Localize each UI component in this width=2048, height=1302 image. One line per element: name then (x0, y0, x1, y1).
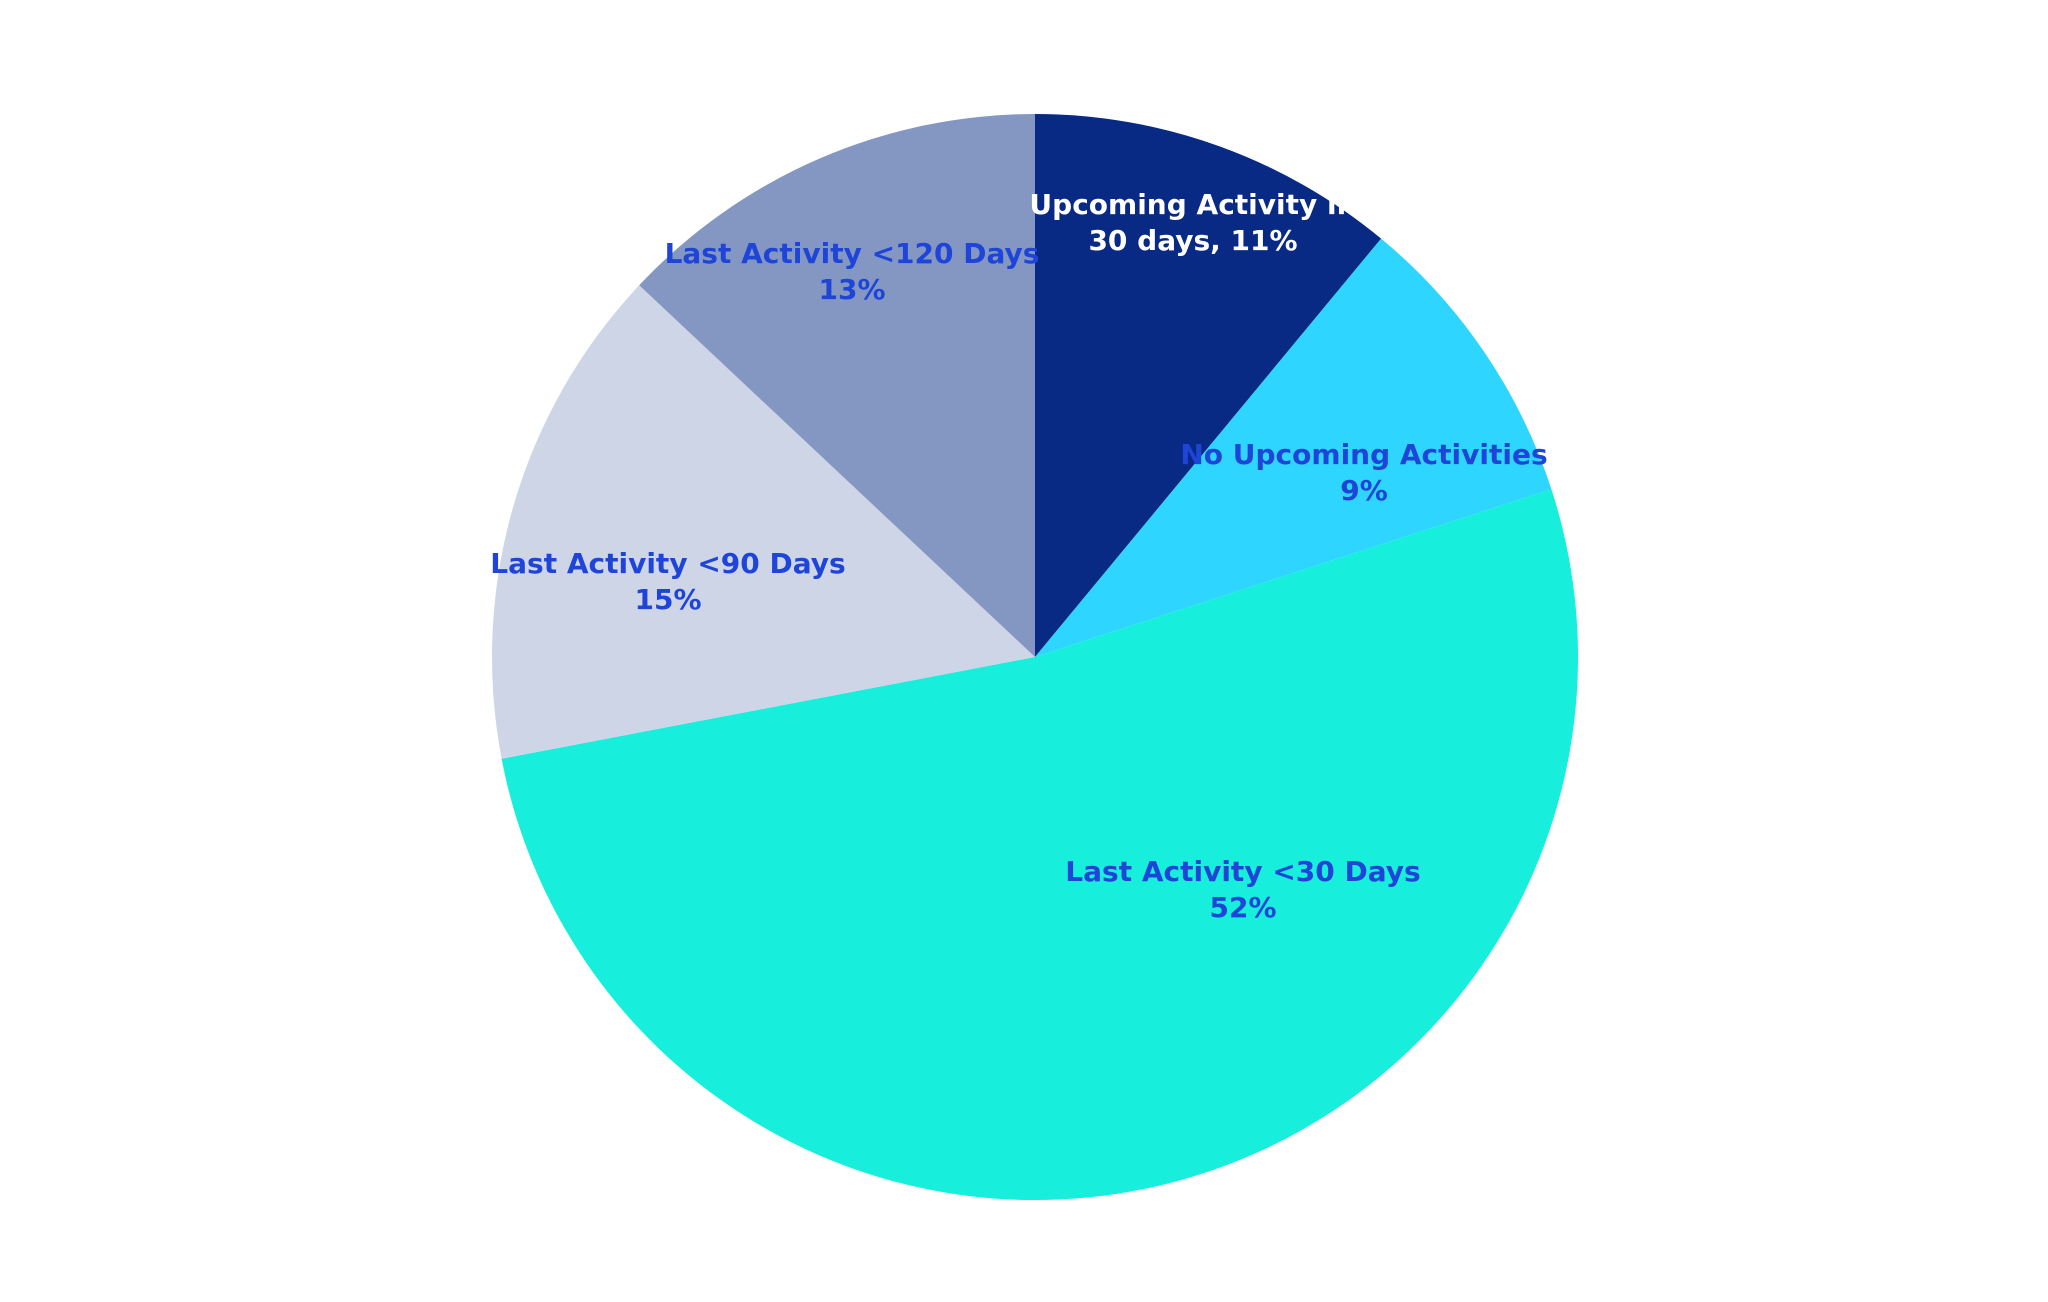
pie-slice-label-0: Upcoming Activity in 30 days, 11% (1029, 188, 1356, 257)
pie-slice-label-4: Last Activity <120 Days 13% (665, 237, 1040, 306)
pie-slice-label-line: 15% (634, 583, 701, 616)
pie-slice-label-3: Last Activity <90 Days 15% (490, 547, 845, 616)
pie-slice-label-line: No Upcoming Activities (1180, 438, 1547, 471)
pie-slice-label-line: Last Activity <90 Days (490, 547, 845, 580)
pie-slice-label-line: 9% (1340, 474, 1388, 507)
pie-slice-label-line: Last Activity <120 Days (665, 237, 1040, 270)
pie-slice-label-1: No Upcoming Activities 9% (1180, 438, 1547, 507)
pie-slice-1 (1035, 238, 1552, 658)
pie-slice-3 (492, 285, 1035, 759)
pie-slice-4 (639, 113, 1035, 657)
pie-slice-2 (501, 489, 1579, 1201)
pie-slice-0 (1035, 114, 1382, 657)
pie-slice-label-line: 30 days, 11% (1088, 224, 1297, 257)
pie-slice-label-line: 13% (818, 273, 885, 306)
pie-slice-label-2: Last Activity <30 Days 52% (1065, 855, 1420, 924)
pie-slice-label-line: 52% (1209, 891, 1276, 924)
pie-slice-label-line: Last Activity <30 Days (1065, 855, 1420, 888)
pie-slice-label-line: Upcoming Activity in (1029, 188, 1356, 221)
